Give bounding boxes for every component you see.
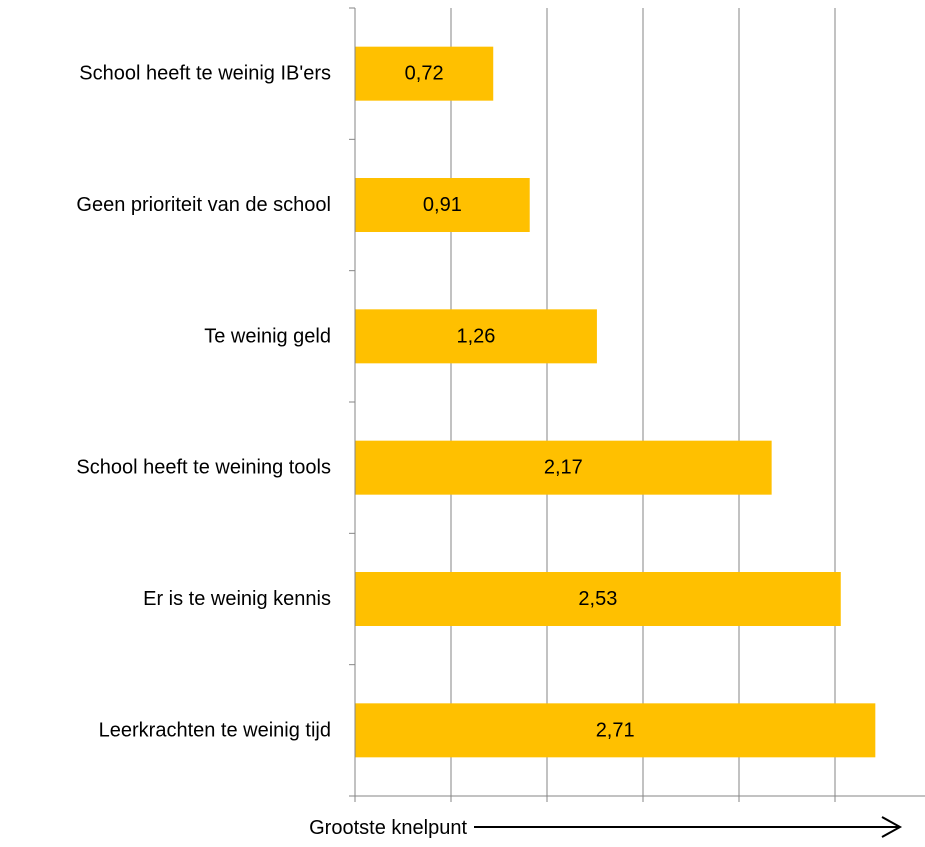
category-label: Geen prioriteit van de school [76, 194, 331, 216]
bar [355, 46, 494, 101]
arrow-head-icon [881, 816, 903, 838]
category-label: School heeft te weining tools [76, 457, 331, 479]
data-label: 2,17 [544, 457, 583, 479]
data-label: 1,26 [456, 325, 495, 347]
bars [355, 46, 876, 758]
bar [355, 703, 876, 758]
value-labels: 0,72 0,91 1,26 2,17 2,53 2,71 [405, 63, 635, 742]
category-label: School heeft te weinig IB'ers [79, 63, 331, 85]
data-label: 2,53 [578, 588, 617, 610]
category-label: Er is te weinig kennis [143, 588, 331, 610]
bar [355, 178, 530, 232]
x-axis-label: Grootste knelpunt [309, 817, 467, 839]
data-label: 0,91 [423, 194, 462, 216]
axes [349, 7, 925, 802]
bar [355, 572, 841, 626]
bar [355, 309, 597, 364]
category-label: Leerkrachten te weinig tijd [99, 719, 331, 741]
category-labels: School heeft te weinig IB'ers Geen priori… [76, 63, 331, 742]
data-label: 2,71 [596, 719, 635, 741]
x-axis-label-arrow [474, 816, 903, 838]
gridlines [450, 8, 836, 796]
category-label: Te weinig geld [204, 325, 331, 347]
data-label: 0,72 [405, 63, 444, 85]
bar [355, 440, 772, 495]
